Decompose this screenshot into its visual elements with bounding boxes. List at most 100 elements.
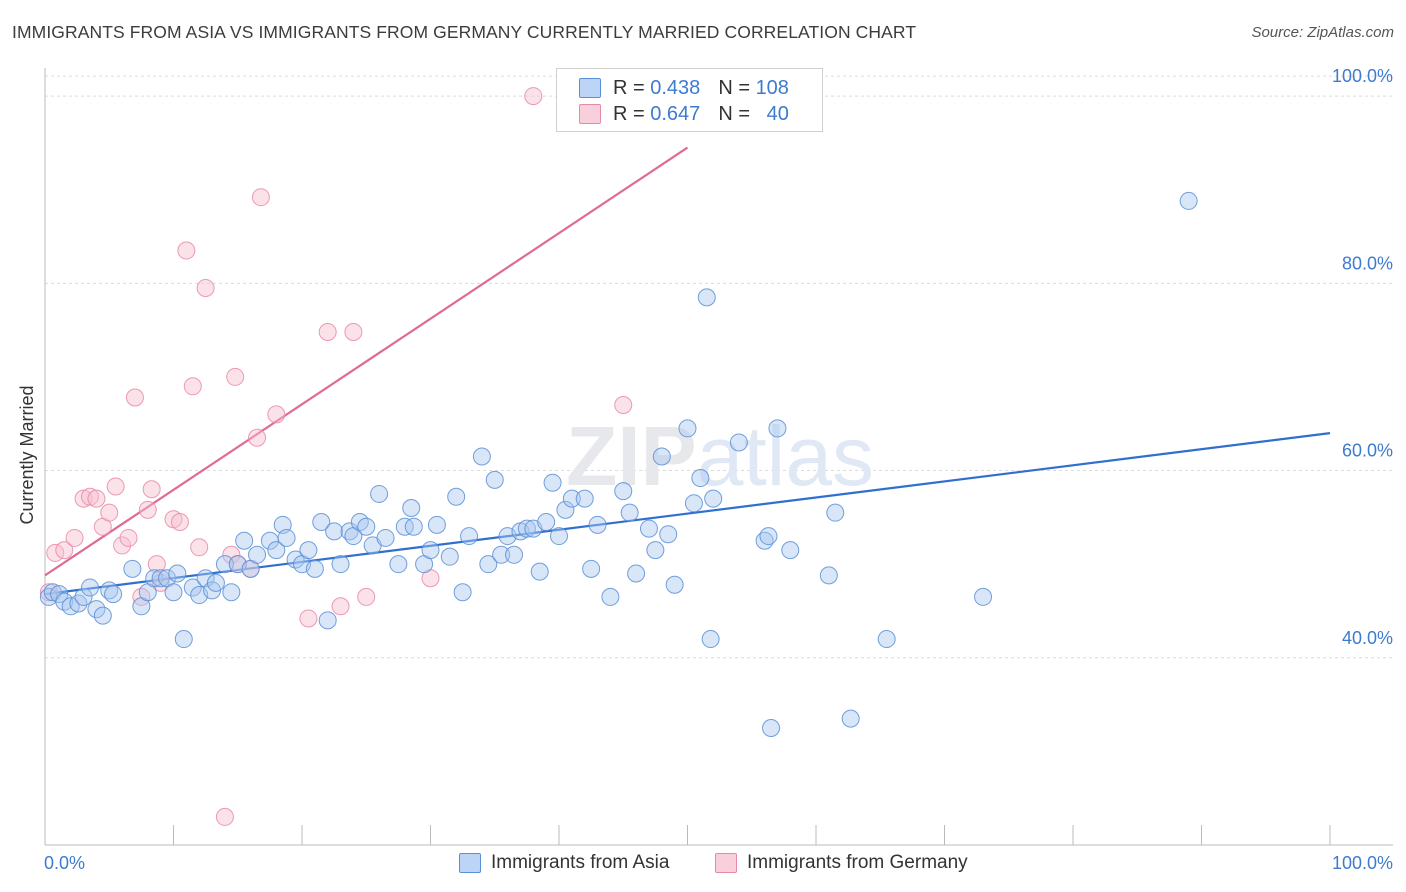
point-asia [781,541,800,560]
point-asia [93,606,112,625]
x-tick-label-max: 100.0% [1332,853,1393,873]
point-asia [614,482,633,501]
point-asia [684,494,703,513]
point-asia [427,515,446,534]
point-asia [206,573,225,592]
point-asia [460,527,479,546]
point-asia [312,513,331,532]
chart-title: IMMIGRANTS FROM ASIA VS IMMIGRANTS FROM … [12,22,917,42]
point-germany [65,528,84,547]
point-asia [151,569,170,588]
point-asia [350,513,369,532]
legend-row-asia: R = 0.438 N = 108 [579,76,789,100]
point-germany [344,322,363,341]
point-asia [665,575,684,594]
legend-n-value-germany: 40 [766,102,789,125]
point-asia [370,484,389,503]
point-asia [762,718,781,737]
point-asia [299,541,318,560]
point-asia [729,433,748,452]
point-asia [537,513,556,532]
point-asia [517,519,536,538]
point-germany [226,367,245,386]
point-germany [138,500,157,519]
point-asia [826,503,845,522]
point-asia [877,630,896,649]
point-germany [74,489,93,508]
point-asia [485,470,504,489]
legend-label-asia: Immigrants from Asia [491,852,670,873]
point-asia [235,531,254,550]
point-asia [601,587,620,606]
y-tick-label: 40.0% [1342,628,1393,648]
point-asia [325,522,344,541]
point-germany [119,528,138,547]
legend-n-value-asia: 108 [755,76,789,99]
point-asia [678,419,697,438]
point-asia [768,419,787,438]
point-asia [222,583,241,602]
point-germany [196,278,215,297]
point-asia [550,527,568,546]
point-germany [80,487,99,506]
point-germany [106,477,125,496]
point-asia [620,503,639,522]
point-germany [267,405,286,424]
y-axis-label: Currently Married [17,385,37,524]
series-legend: Immigrants from Asia Immigrants from Ger… [0,852,1406,878]
point-asia [248,545,267,564]
point-asia [331,555,350,574]
point-asia [123,559,142,578]
point-asia [421,541,440,560]
point-germany [151,573,170,592]
point-asia [479,555,498,574]
point-asia [659,525,678,544]
point-germany [113,536,132,555]
point-asia [492,545,511,564]
point-asia [691,469,710,488]
legend-swatch-germany [579,104,601,124]
point-asia [55,592,74,611]
point-germany [614,396,633,415]
point-germany [142,480,161,499]
legend-r-value-asia: 0.438 [650,76,701,99]
point-asia [183,578,202,597]
point-asia [701,630,720,649]
point-asia [267,541,286,560]
point-germany [147,555,166,574]
point-asia [453,583,472,602]
point-asia [305,559,324,578]
legend-item-germany: Immigrants from Germany [715,852,968,874]
point-asia [575,489,594,508]
legend-swatch-germany [715,853,737,873]
source-label: Source: ZipAtlas.com [1251,24,1394,41]
point-asia [104,585,123,604]
legend-swatch-asia [459,853,481,873]
y-tick-label: 80.0% [1342,253,1393,273]
point-asia [277,528,296,547]
point-asia [74,587,93,606]
point-germany [177,241,196,260]
axes [44,68,1393,846]
point-germany [357,587,376,606]
point-germany [170,513,189,532]
data-points [39,87,1198,826]
y-tick-label: 60.0% [1342,441,1393,461]
point-asia [472,447,491,466]
point-asia [1179,191,1198,210]
point-germany [331,597,350,616]
point-asia [652,447,671,466]
legend-r-value-germany: 0.647 [650,102,701,125]
point-asia [505,545,524,564]
point-asia [145,569,164,588]
legend-n-label: N = [718,76,750,99]
point-germany [318,322,337,341]
y-tick-labels: 40.0% 60.0% 80.0% 100.0% [1332,66,1393,648]
point-asia [318,611,337,630]
point-asia [697,288,716,307]
point-asia [286,550,305,569]
point-germany [100,503,119,522]
watermark: ZIPatlas [566,409,874,503]
point-asia [376,528,395,547]
point-asia [174,630,193,649]
